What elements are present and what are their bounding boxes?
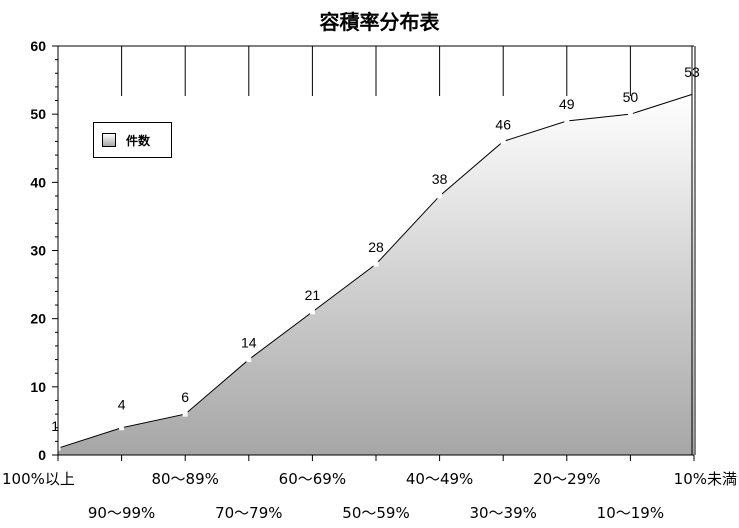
x-tick-label: 10〜19% [597,504,664,522]
x-tick-label: 60〜69% [279,470,346,488]
data-label: 46 [495,116,511,132]
data-point [627,111,633,117]
data-label: 14 [241,335,257,351]
legend: 件数 [93,122,172,158]
plot-area [55,91,697,455]
data-label: 49 [559,96,575,112]
x-tick-label: 70〜79% [215,504,282,522]
chart-title: 容積率分布表 [319,10,440,34]
y-tick-label: 50 [30,106,46,122]
data-label: 38 [432,171,448,187]
axes [52,45,696,461]
data-point [564,118,570,124]
y-tick-label: 10 [30,379,46,395]
x-tick-label: 100%以上 [2,470,75,488]
data-point [246,357,252,363]
x-tick-label: 40〜49% [406,470,473,488]
data-point [119,425,125,431]
data-point [437,193,443,199]
series-area [58,93,694,455]
data-label: 4 [118,397,126,413]
x-tick-label: 90〜99% [88,504,155,522]
data-point [182,411,188,417]
data-label: 6 [181,389,189,405]
y-tick-label: 0 [38,447,46,463]
legend-label: 件数 [126,133,151,148]
data-label: 1 [51,418,59,434]
y-tick-label: 30 [30,243,46,259]
x-tick-label: 10%未満 [674,470,737,488]
data-point [691,91,697,97]
x-tick-label: 50〜59% [342,504,409,522]
data-point [500,138,506,144]
y-tick-label: 20 [30,311,46,327]
y-tick-label: 60 [30,38,46,54]
legend-swatch [102,133,116,147]
data-label: 21 [305,287,321,303]
labels: 0 10 20 30 40 50 60 100%以上 90〜99% 80〜89% 70〜79% 60〜… [2,38,737,522]
x-tick-label: 20〜29% [533,470,600,488]
x-tick-label: 80〜89% [151,470,218,488]
y-tick-label: 40 [30,174,46,190]
x-tick-label: 30〜39% [469,504,536,522]
data-point [309,309,315,315]
data-label: 28 [368,239,384,255]
data-label: 53 [684,64,700,80]
data-label: 50 [623,89,639,105]
data-point [373,261,379,267]
